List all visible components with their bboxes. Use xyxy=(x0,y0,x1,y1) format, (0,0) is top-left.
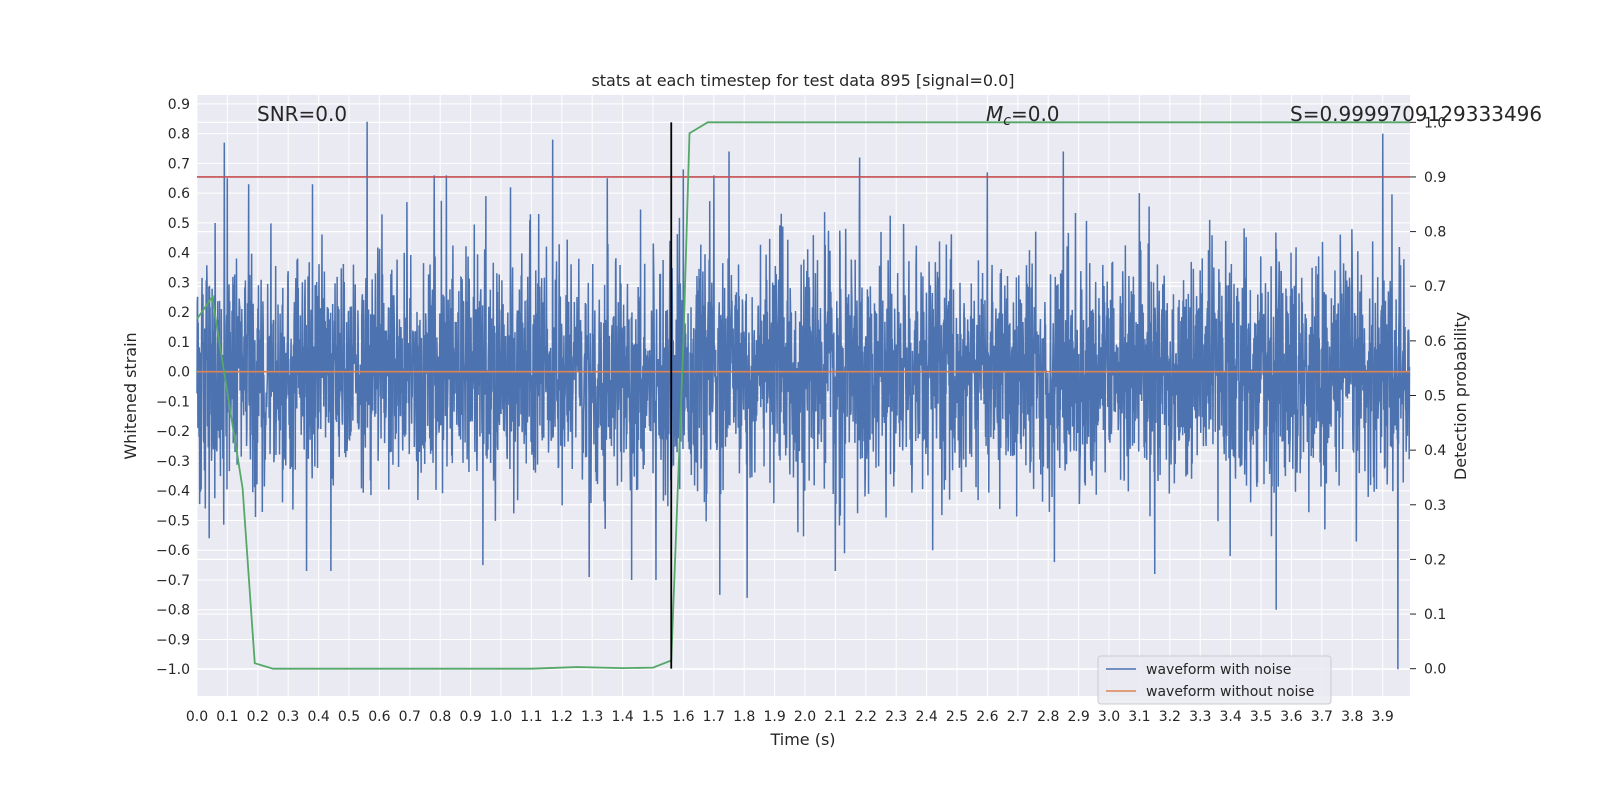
mc-value: =0.0 xyxy=(1011,102,1060,126)
y2-tick-label: 0.5 xyxy=(1424,389,1446,405)
x-tick-label: 0.1 xyxy=(216,709,238,725)
s-annotation: S=0.9999709129333496 xyxy=(1290,102,1542,126)
y-tick-label: −0.4 xyxy=(156,484,190,500)
x-tick-label: 1.3 xyxy=(581,709,603,725)
series-detection-probability xyxy=(196,121,1410,670)
y2-tick-label: 0.6 xyxy=(1424,334,1446,350)
x-tick-label: 2.6 xyxy=(976,709,998,725)
legend-box xyxy=(1097,655,1332,705)
x-axis-label: Time (s) xyxy=(769,730,835,749)
x-tick-label: 0.0 xyxy=(186,709,208,725)
x-tick-label: 0.9 xyxy=(459,709,481,725)
x-tick-label: 2.8 xyxy=(1037,709,1059,725)
x-tick-label: 3.7 xyxy=(1311,709,1333,725)
x-tick-label: 2.4 xyxy=(915,709,937,725)
x-tick-label: 1.2 xyxy=(551,709,573,725)
y2-tick-label: 0.1 xyxy=(1424,607,1446,623)
y2-tick-label: 0.2 xyxy=(1424,552,1446,568)
x-tick-label: 3.1 xyxy=(1128,709,1150,725)
x-tick-label: 2.3 xyxy=(885,709,907,725)
x-tick-label: 1.1 xyxy=(520,709,542,725)
x-tick-label: 3.0 xyxy=(1098,709,1120,725)
y-axis-label: Whitened strain xyxy=(121,332,140,459)
y-tick-label: −0.6 xyxy=(156,543,190,559)
y-tick-label: 0.0 xyxy=(168,365,190,381)
y2-tick-label: 0.7 xyxy=(1424,279,1446,295)
x-tick-label: 2.0 xyxy=(794,709,816,725)
x-tick-label: 1.0 xyxy=(490,709,512,725)
y-tick-label: −0.5 xyxy=(156,513,190,529)
x-tick-label: 3.2 xyxy=(1159,709,1181,725)
mc-symbol: M xyxy=(986,102,1003,126)
y-tick-label: −0.9 xyxy=(156,632,190,648)
series-waveform-with-noise xyxy=(196,121,1411,670)
x-tick-label: 0.5 xyxy=(338,709,360,725)
x-tick-label: 3.3 xyxy=(1189,709,1211,725)
y2-tick-label: 0.4 xyxy=(1424,443,1446,459)
x-tick-label: 1.6 xyxy=(672,709,694,725)
x-tick-label: 3.8 xyxy=(1341,709,1363,725)
mc-subscript: c xyxy=(1003,113,1011,129)
legend-label-noise: waveform with noise xyxy=(1146,662,1291,678)
y2-tick-label: 0.8 xyxy=(1424,225,1446,241)
y-tick-label: 0.1 xyxy=(168,335,190,351)
y-tick-label: 0.6 xyxy=(168,186,190,202)
y2-tick-label: 0.9 xyxy=(1424,170,1446,186)
chart-title: stats at each timestep for test data 895… xyxy=(591,71,1014,90)
x-tick-label: 0.4 xyxy=(307,709,329,725)
y2-tick-label: 0.3 xyxy=(1424,498,1446,514)
x-tick-label: 2.2 xyxy=(855,709,877,725)
x-tick-label: 0.3 xyxy=(277,709,299,725)
y-tick-label: 0.7 xyxy=(168,156,190,172)
snr-annotation: SNR=0.0 xyxy=(257,102,347,126)
legend: waveform with noise waveform without noi… xyxy=(1097,655,1332,705)
mc-annotation: Mc=0.0 xyxy=(986,102,1060,129)
y-tick-label: −0.3 xyxy=(156,454,190,470)
legend-label-clean: waveform without noise xyxy=(1146,684,1314,700)
x-tick-label: 2.5 xyxy=(946,709,968,725)
y-tick-label: −0.8 xyxy=(156,603,190,619)
y-tick-label: −1.0 xyxy=(156,662,190,678)
x-tick-label: 2.7 xyxy=(1007,709,1029,725)
x-tick-label: 2.9 xyxy=(1067,709,1089,725)
y-tick-label: 0.4 xyxy=(168,246,190,262)
x-tick-label: 3.4 xyxy=(1220,709,1242,725)
y-tick-label: 0.9 xyxy=(168,97,190,113)
x-tick-label: 3.9 xyxy=(1372,709,1394,725)
y-tick-label: 0.8 xyxy=(168,127,190,143)
y-tick-label: −0.2 xyxy=(156,424,190,440)
x-tick-label: 1.7 xyxy=(703,709,725,725)
x-tick-label: 0.8 xyxy=(429,709,451,725)
plot-area xyxy=(196,121,1411,670)
y-tick-label: −0.7 xyxy=(156,573,190,589)
x-tick-label: 1.4 xyxy=(611,709,633,725)
x-tick-label: 1.5 xyxy=(642,709,664,725)
y2-axis-label: Detection probability xyxy=(1451,312,1470,480)
x-tick-label: 2.1 xyxy=(824,709,846,725)
x-tick-label: 0.2 xyxy=(247,709,269,725)
y-tick-label: 0.2 xyxy=(168,305,190,321)
x-tick-label: 0.7 xyxy=(399,709,421,725)
y2-tick-label: 0.0 xyxy=(1424,662,1446,678)
x-tick-label: 1.8 xyxy=(733,709,755,725)
x-tick-label: 0.6 xyxy=(368,709,390,725)
x-tick-label: 1.9 xyxy=(763,709,785,725)
y-tick-label: 0.3 xyxy=(168,275,190,291)
tick-labels: 0.0 0.1 0.2 0.3 0.4 0.5 0.6 0.7 0.8 0.9 1.0 1.1 1.2 1… xyxy=(156,97,1446,725)
x-tick-label: 3.6 xyxy=(1280,709,1302,725)
x-tick-label: 3.5 xyxy=(1250,709,1272,725)
y2-tick-label: 1.0 xyxy=(1424,115,1446,131)
y-tick-label: −0.1 xyxy=(156,394,190,410)
y-tick-label: 0.5 xyxy=(168,216,190,232)
